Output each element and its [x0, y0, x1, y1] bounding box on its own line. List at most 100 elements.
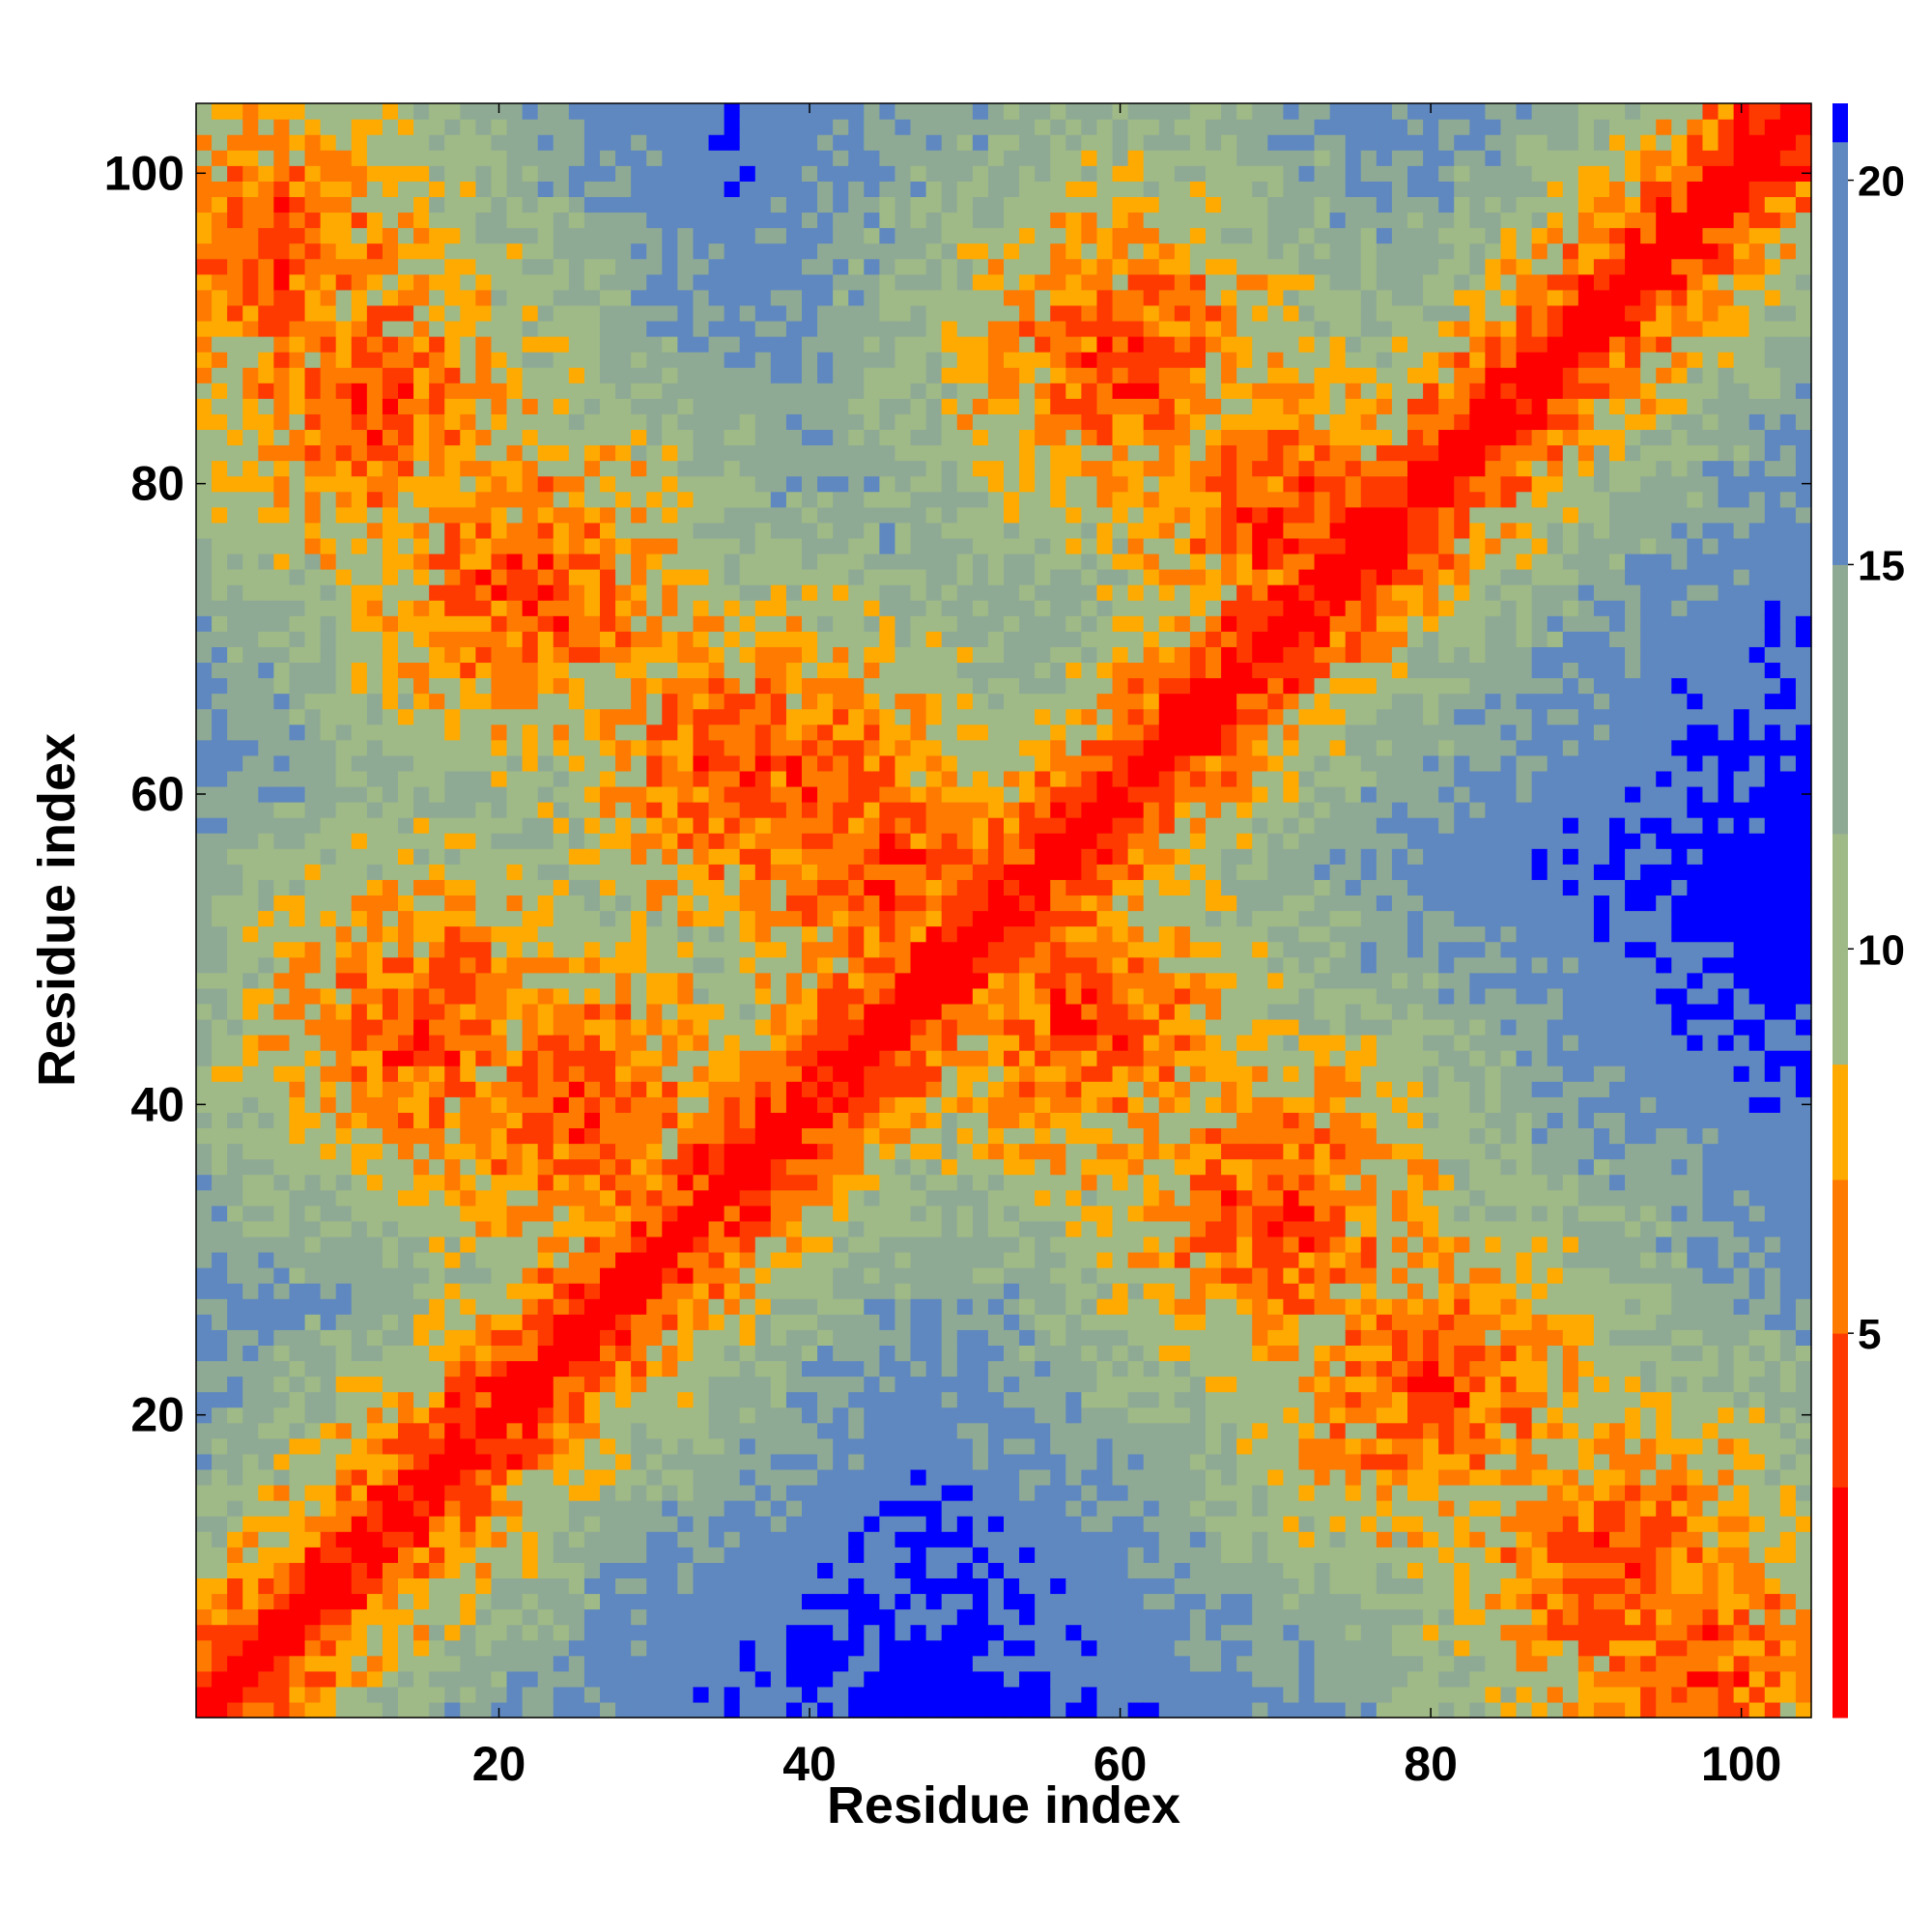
heatmap-cell [258, 242, 274, 260]
heatmap-cell [708, 227, 725, 244]
heatmap-cell [335, 1112, 353, 1129]
heatmap-cell [553, 1298, 570, 1315]
heatmap-cell [444, 1500, 461, 1517]
heatmap-cell [662, 1484, 678, 1501]
heatmap-cell [568, 537, 585, 554]
heatmap-cell [833, 103, 849, 120]
heatmap-cell [910, 1686, 927, 1703]
heatmap-cell [708, 941, 725, 958]
heatmap-cell [553, 258, 570, 275]
heatmap-cell [258, 352, 274, 368]
heatmap-cell [491, 677, 508, 695]
heatmap-cell [429, 1081, 445, 1097]
heatmap-cell [289, 864, 306, 880]
heatmap-cell [413, 987, 430, 1005]
heatmap-cell [382, 631, 399, 647]
heatmap-cell [895, 1562, 912, 1578]
heatmap-cell [398, 1236, 414, 1253]
heatmap-cell [925, 1453, 943, 1470]
heatmap-cell [537, 1143, 554, 1160]
heatmap-cell [615, 165, 632, 182]
heatmap-cell [242, 1174, 259, 1191]
heatmap-cell [506, 336, 524, 353]
heatmap-cell [724, 1376, 741, 1393]
heatmap-cell [848, 212, 865, 229]
heatmap-cell [677, 879, 695, 896]
heatmap-cell [925, 553, 943, 570]
heatmap-cell [724, 1500, 741, 1517]
heatmap-cell [382, 165, 399, 182]
heatmap-cell [739, 910, 756, 927]
heatmap-cell [320, 1670, 337, 1688]
heatmap-cell [662, 987, 678, 1005]
heatmap-cell [413, 1314, 430, 1330]
heatmap-cell [848, 475, 865, 493]
heatmap-cell [366, 1453, 384, 1470]
heatmap-cell [817, 1406, 834, 1424]
heatmap-cell [910, 429, 927, 446]
heatmap-cell [320, 925, 337, 943]
heatmap-cell [583, 289, 601, 306]
heatmap-cell [398, 662, 414, 679]
heatmap-cell [879, 677, 896, 695]
heatmap-cell [631, 429, 647, 446]
heatmap-cell [583, 1437, 601, 1455]
heatmap-cell [770, 584, 787, 601]
heatmap-cell [600, 320, 616, 337]
heatmap-cell [910, 1189, 927, 1207]
heatmap-cell [304, 1422, 322, 1439]
heatmap-cell [444, 662, 461, 679]
heatmap-cell [568, 1236, 585, 1253]
heatmap-cell [785, 119, 803, 135]
heatmap-cell [631, 910, 647, 927]
heatmap-cell [382, 304, 399, 322]
heatmap-cell [196, 615, 213, 632]
heatmap-cell [848, 770, 865, 787]
heatmap-cell [895, 1035, 912, 1051]
heatmap-cell [724, 1701, 741, 1719]
heatmap-cell [677, 553, 695, 570]
heatmap-cell [553, 1639, 570, 1657]
heatmap-cell [553, 165, 570, 182]
heatmap-cell [335, 398, 353, 414]
heatmap-cell [615, 553, 632, 570]
heatmap-cell [506, 739, 524, 756]
heatmap-cell [522, 1562, 539, 1578]
heatmap-cell [273, 1220, 291, 1237]
heatmap-cell [785, 708, 803, 725]
heatmap-cell [227, 553, 243, 570]
heatmap-cell [351, 444, 368, 462]
heatmap-cell [739, 134, 756, 151]
heatmap-cell [382, 212, 399, 229]
heatmap-cell [925, 1422, 943, 1439]
heatmap-cell [739, 1468, 756, 1486]
heatmap-cell [366, 491, 384, 508]
heatmap-cell [925, 1391, 943, 1408]
heatmap-cell [833, 1516, 849, 1532]
heatmap-cell [413, 941, 430, 958]
heatmap-cell [864, 1096, 880, 1113]
heatmap-cell [677, 646, 695, 664]
heatmap-cell [770, 227, 787, 244]
heatmap-cell [833, 475, 849, 493]
heatmap-cell [583, 1453, 601, 1470]
heatmap-cell [785, 1035, 803, 1051]
heatmap-cell [583, 383, 601, 399]
heatmap-cell [615, 941, 632, 958]
heatmap-cell [227, 802, 243, 818]
heatmap-cell [677, 802, 695, 818]
heatmap-cell [196, 242, 213, 260]
heatmap-cell [817, 1035, 834, 1051]
heatmap-cell [739, 1593, 756, 1610]
heatmap-cell [242, 1298, 259, 1315]
heatmap-cell [817, 1577, 834, 1595]
heatmap-cell [817, 1018, 834, 1036]
heatmap-cell [895, 1593, 912, 1610]
heatmap-cell [848, 304, 865, 322]
heatmap-cell [693, 273, 710, 291]
heatmap-cell [724, 491, 741, 508]
heatmap-cell [910, 987, 927, 1005]
heatmap-cell [600, 398, 616, 414]
heatmap-cell [739, 273, 756, 291]
heatmap-cell [242, 569, 259, 585]
